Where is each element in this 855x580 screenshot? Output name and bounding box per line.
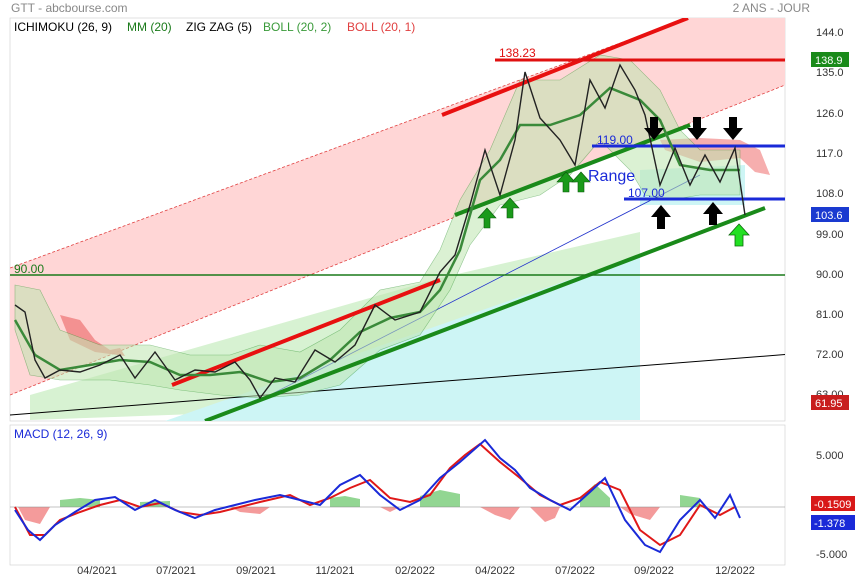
- x-axis: 04/2021 07/2021 09/2021 11/2021 02/2022 …: [77, 565, 755, 577]
- legend-mm: MM (20): [127, 20, 172, 34]
- up-arrow-icon: [500, 197, 520, 219]
- macd-histogram: [18, 484, 700, 524]
- macd-title: MACD (12, 26, 9): [14, 427, 107, 441]
- price-tick: 108.0: [816, 188, 844, 200]
- down-arrow-icon: [687, 117, 707, 140]
- up-arrow-icon: [703, 202, 723, 225]
- black-trendline: [10, 354, 785, 416]
- current-price-badge: [811, 207, 849, 222]
- last-price-value: 138.9: [815, 55, 843, 67]
- macd-tick: 5.000: [816, 450, 844, 462]
- low-price-badge: [811, 395, 849, 410]
- chart-period: 2 ANS - JOUR: [733, 1, 811, 15]
- down-arrow-icon: [644, 117, 664, 140]
- moving-average-line: [13, 86, 740, 384]
- level-138-label: 138.23: [499, 46, 536, 60]
- ichimoku-cloud: [60, 315, 125, 356]
- x-tick: 04/2021: [77, 565, 117, 577]
- x-tick: 02/2022: [395, 565, 435, 577]
- price-tick: 144.0: [816, 27, 844, 39]
- red-support-lower: [171, 278, 441, 387]
- macd-signal-value: -0.1509: [814, 499, 851, 511]
- macd-tick: -5.000: [816, 549, 847, 561]
- green-channel-bottom: [204, 206, 766, 421]
- price-tick: 72.00: [816, 349, 844, 361]
- macd-line-value: -1.378: [814, 518, 845, 530]
- price-line: [14, 63, 746, 400]
- up-arrow-bright-icon: [728, 223, 750, 247]
- level-90-label: 90.00: [14, 262, 44, 276]
- histogram-neg: [18, 507, 660, 524]
- price-tick: 99.00: [816, 229, 844, 241]
- x-tick: 04/2022: [475, 565, 515, 577]
- legend-boll-2: BOLL (20, 2): [263, 20, 331, 34]
- down-arrows-black: [644, 117, 743, 140]
- legend-ichimoku: ICHIMOKU (26, 9): [14, 20, 112, 34]
- macd-line: [14, 438, 741, 554]
- macd-signal-line: [14, 442, 736, 547]
- red-channel-top: [441, 18, 689, 117]
- up-arrow-icon: [571, 171, 591, 193]
- level-107-label: 107.00: [628, 186, 665, 200]
- macd-value-badge: [811, 515, 855, 530]
- legend-boll-1: BOLL (20, 1): [347, 20, 415, 34]
- price-tick: 90.00: [816, 269, 844, 281]
- up-arrows-green: [477, 171, 591, 229]
- x-tick: 11/2021: [316, 565, 355, 577]
- macd-panel: [9, 424, 786, 566]
- price-tick: 117.0: [816, 148, 843, 160]
- level-119-label: 119.00: [597, 133, 633, 147]
- chart-source: GTT - abcbourse.com: [11, 1, 127, 15]
- x-tick: 12/2022: [715, 565, 755, 577]
- up-arrow-icon: [651, 205, 671, 229]
- macd-signal-badge: [811, 496, 855, 511]
- price-tick: 135.0: [816, 67, 844, 79]
- current-price-value: 103.6: [815, 210, 843, 222]
- up-arrows-black: [651, 202, 723, 229]
- x-tick: 09/2022: [634, 565, 674, 577]
- up-arrow-icon: [477, 207, 497, 229]
- range-label: Range: [588, 168, 635, 185]
- x-tick: 09/2021: [236, 565, 276, 577]
- down-arrow-icon: [723, 117, 743, 140]
- low-price-value: 61.95: [815, 398, 843, 410]
- legend-zigzag: ZIG ZAG (5): [186, 20, 252, 34]
- price-axis: 144.0 135.0 126.0 117.0 108.0 99.00 90.0…: [816, 27, 844, 401]
- price-tick: 81.00: [816, 309, 844, 321]
- bollinger-band: [14, 54, 741, 399]
- price-tick: 126.0: [816, 108, 844, 120]
- x-tick: 07/2022: [555, 565, 595, 577]
- last-price-badge: [811, 52, 849, 67]
- x-tick: 07/2021: [156, 565, 196, 577]
